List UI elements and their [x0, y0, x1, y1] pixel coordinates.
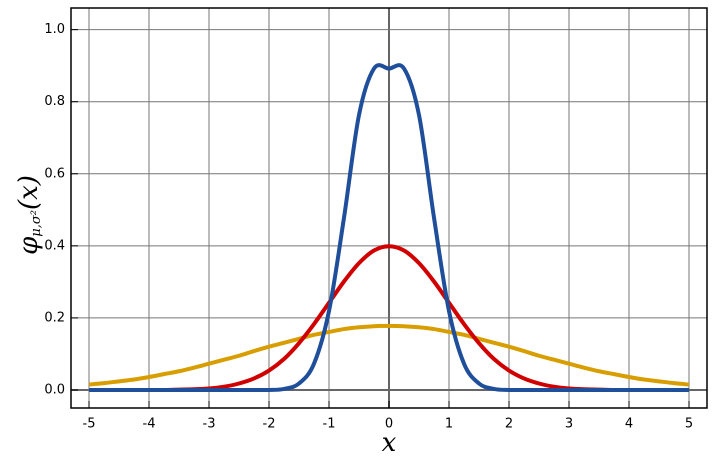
- series-line: [88, 323, 690, 387]
- x-tick-label: -4: [143, 417, 156, 432]
- y-label-main: φ: [14, 236, 44, 255]
- x-tick-label: 0: [385, 417, 393, 432]
- x-tick-label: -3: [203, 417, 216, 432]
- y-tick-label: 0.6: [44, 166, 65, 181]
- x-tick-label: 4: [625, 417, 633, 432]
- y-tick-label: 0.2: [44, 310, 65, 325]
- x-tick-label: -1: [323, 417, 336, 432]
- x-tick-label: -5: [83, 417, 96, 432]
- x-tick-label: 3: [565, 417, 573, 432]
- y-tick-label: 0.0: [44, 382, 65, 397]
- x-tick-label: 2: [505, 417, 513, 432]
- y-tick-label: 0.4: [44, 238, 65, 253]
- y-label-sub: μ,σ²: [29, 210, 44, 237]
- y-label-arg: (x): [14, 175, 44, 210]
- y-axis-label: φμ,σ²(x): [14, 175, 44, 255]
- x-axis-label: x: [382, 428, 397, 458]
- x-tick-label: -2: [263, 417, 276, 432]
- x-tick-label: 1: [445, 417, 453, 432]
- y-tick-label: 1.0: [44, 22, 65, 37]
- y-tick-label: 0.8: [44, 94, 65, 109]
- x-tick-label: 5: [685, 417, 693, 432]
- plot-frame: [70, 7, 708, 409]
- series-line: [89, 63, 689, 393]
